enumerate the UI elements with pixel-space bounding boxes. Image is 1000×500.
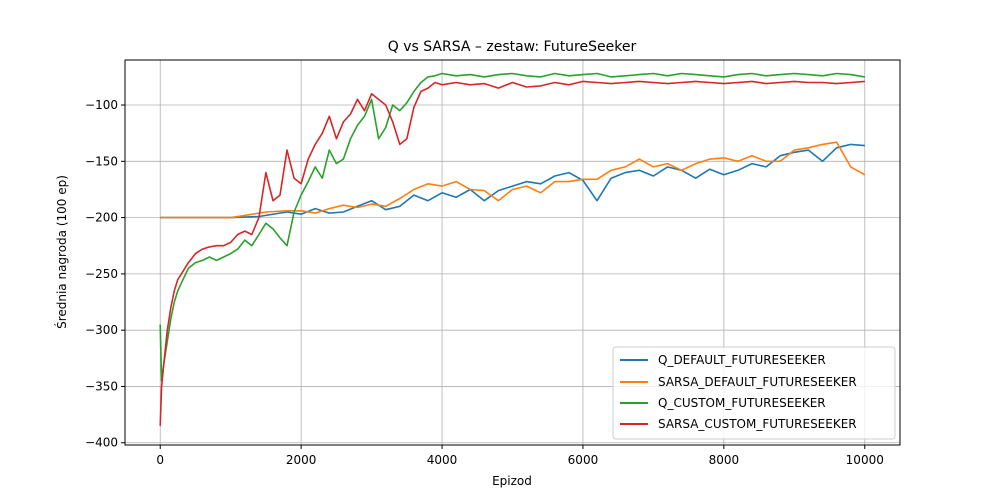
series-line-sarsa-custom-futureseeker xyxy=(159,80,865,426)
y-tick-label: −400 xyxy=(85,436,118,450)
y-tick-label: −100 xyxy=(85,98,118,112)
legend: Q_DEFAULT_FUTURESEEKER SARSA_DEFAULT_FUT… xyxy=(612,346,896,440)
x-tick-label: 6000 xyxy=(568,453,599,467)
chart-title: Q vs SARSA – zestaw: FutureSeeker xyxy=(388,39,637,55)
series-lines xyxy=(159,72,866,426)
series-line-q-custom-futureseeker xyxy=(159,72,865,382)
legend-label-q-custom: Q_CUSTOM_FUTURESEEKER xyxy=(658,396,826,410)
y-tick-label: −150 xyxy=(85,154,118,168)
y-tick-label: −300 xyxy=(85,323,118,337)
x-axis-label: Epizod xyxy=(492,474,532,488)
y-tick-label: −250 xyxy=(85,267,118,281)
legend-label-sarsa-default: SARSA_DEFAULT_FUTURESEEKER xyxy=(658,375,857,389)
x-tick-label: 2000 xyxy=(286,453,317,467)
legend-label-sarsa-custom: SARSA_CUSTOM_FUTURESEEKER xyxy=(658,417,857,431)
y-axis-label: Średnia nagroda (100 ep) xyxy=(54,175,69,329)
x-tick-label: 8000 xyxy=(709,453,740,467)
x-tick-label: 10000 xyxy=(846,453,884,467)
series-line-sarsa-default-futureseeker xyxy=(160,141,866,219)
legend-box xyxy=(612,346,896,440)
plot-area-frame xyxy=(124,59,901,446)
grid xyxy=(125,60,900,445)
series-line-q-default-futureseeker xyxy=(160,143,865,219)
axis-ticks: 0 2000 4000 6000 8000 10000 −400 −350 −300 −250 −2… xyxy=(85,98,884,467)
y-tick-label: −200 xyxy=(85,211,118,225)
y-tick-label: −350 xyxy=(85,379,118,393)
x-tick-label: 4000 xyxy=(427,453,458,467)
legend-label-q-default: Q_DEFAULT_FUTURESEEKER xyxy=(658,353,826,367)
x-tick-label: 0 xyxy=(156,453,164,467)
